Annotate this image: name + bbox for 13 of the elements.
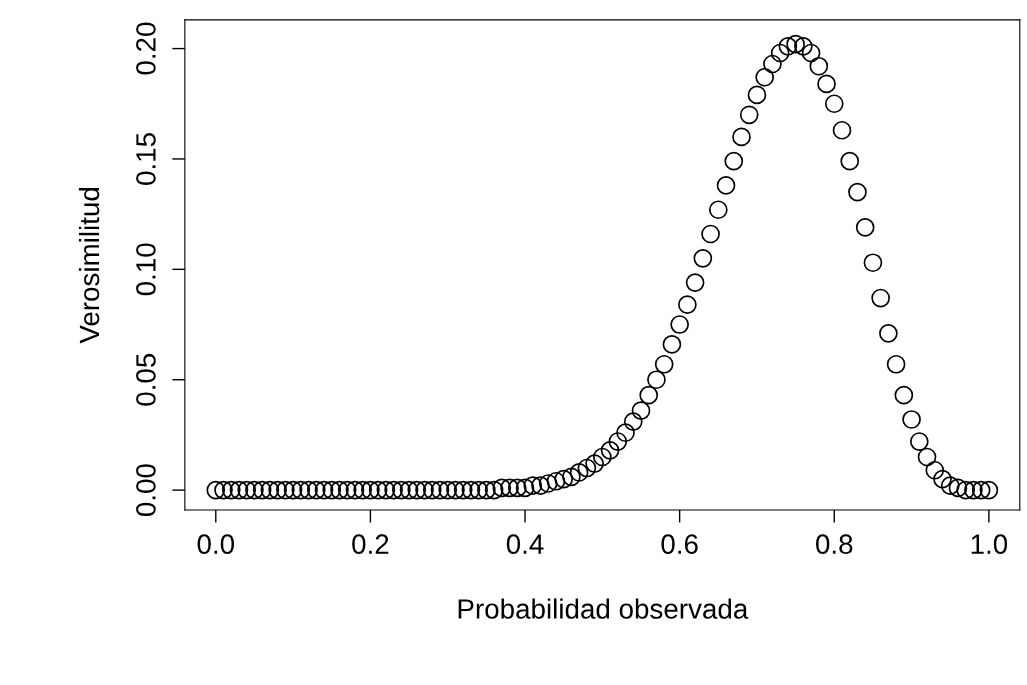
- x-tick-label: 1.0: [971, 534, 1008, 554]
- x-tick-label: 0.0: [197, 534, 235, 554]
- x-tick-label: 0.4: [506, 534, 544, 554]
- y-tick-label: 0.05: [136, 353, 156, 406]
- y-axis-title: Verosimilitud: [78, 187, 100, 344]
- y-tick-label: 0.15: [136, 133, 156, 185]
- y-tick-label: 0.20: [136, 22, 156, 75]
- x-axis-title: Probabilidad observada: [458, 598, 749, 619]
- x-tick-label: 0.6: [661, 534, 698, 554]
- x-tick-label: 0.8: [816, 534, 853, 554]
- y-tick-label: 0.00: [136, 464, 156, 517]
- x-tick-label: 0.2: [352, 534, 389, 554]
- y-tick-label: 0.10: [136, 243, 156, 296]
